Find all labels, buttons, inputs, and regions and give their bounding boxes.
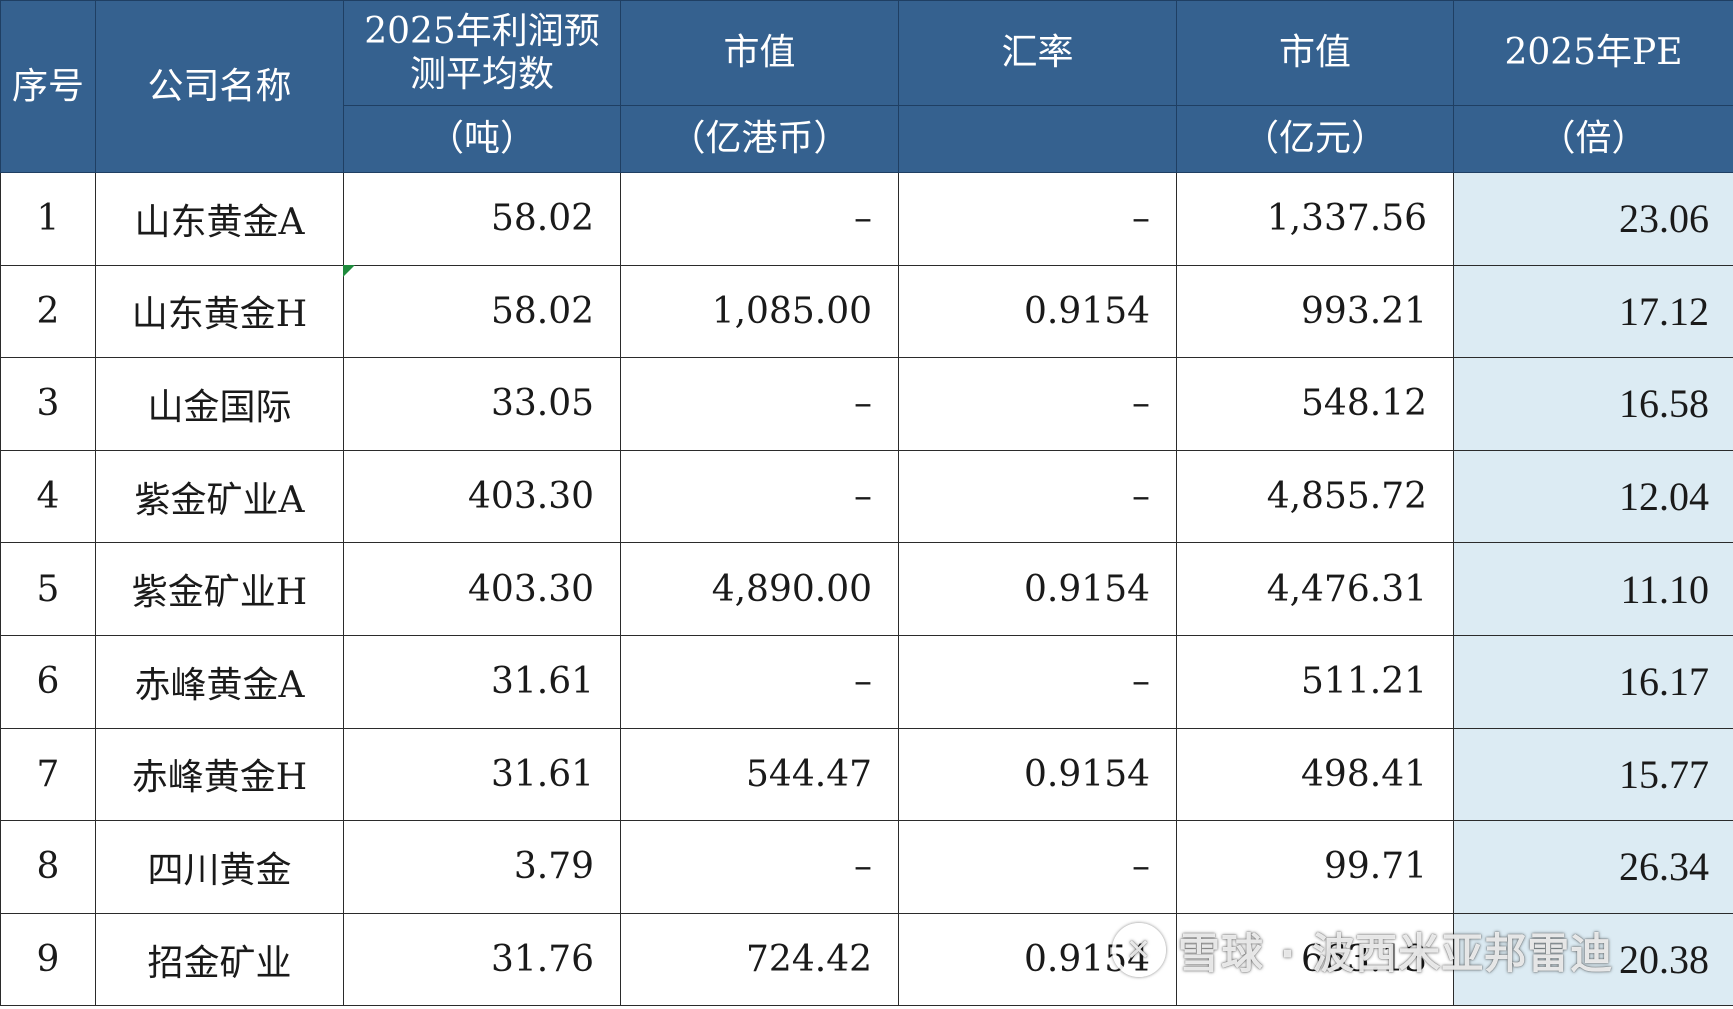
cell-profit: 31.61 [343, 634, 621, 729]
cell-pe: 26.34 [1453, 820, 1733, 914]
cell-fx: – [898, 357, 1177, 451]
header-pe-unit: （倍） [1453, 105, 1733, 173]
cell-mcap-hkd: – [620, 820, 899, 914]
header-seq: 序号 [0, 0, 96, 173]
cell-fx: – [898, 820, 1177, 914]
header-mcap-hkd-unit: （亿港币） [620, 105, 899, 173]
cell-company: 山东黄金H [95, 264, 344, 359]
cell-company: 山金国际 [95, 357, 344, 451]
cell-company: 紫金矿业A [95, 449, 344, 544]
cell-seq: 7 [0, 727, 96, 822]
header-row-1: 序号 公司名称 2025年利润预测平均数 市值 汇率 市值 2025年PE [0, 0, 1733, 173]
cell-mcap-hkd: – [620, 634, 899, 729]
watermark-text: 雪球 · 波西米亚邦雷迪 [1178, 928, 1614, 978]
cell-mcap-hkd: 544.47 [620, 727, 899, 822]
header-profit-unit: （吨） [343, 105, 621, 173]
cell-mcap-hkd: – [620, 449, 899, 544]
cell-mcap-cny: 548.12 [1176, 357, 1454, 451]
cell-profit: 31.61 [343, 727, 621, 822]
cell-mcap-cny: 99.71 [1176, 820, 1454, 914]
cell-fx: – [898, 634, 1177, 729]
header-row-2: （吨） （亿港币） （亿元） （倍） [1, 105, 1733, 173]
cell-mcap-hkd: 724.42 [620, 912, 899, 1007]
table-row: 1 山东黄金A 58.02 – – 1,337.56 23.06 [0, 172, 1733, 266]
cell-fx: 0.9154 [898, 727, 1177, 822]
cell-profit: 58.02 [343, 264, 621, 359]
header-profit: 2025年利润预测平均数 [343, 0, 621, 106]
cell-profit: 33.05 [343, 357, 621, 451]
xueqiu-logo-icon: ✕ [1112, 923, 1166, 977]
cell-seq: 8 [0, 820, 96, 914]
header-mcap-cny-unit: （亿元） [1176, 105, 1454, 173]
cell-profit: 58.02 [343, 172, 621, 266]
table-row: 2 山东黄金H 58.02 1,085.00 0.9154 993.21 17.… [0, 264, 1733, 359]
header-mcap-hkd: 市值 [620, 0, 899, 106]
cell-pe: 20.38 [1453, 912, 1733, 1007]
header-fx: 汇率 [898, 0, 1177, 106]
cell-company: 招金矿业 [95, 912, 344, 1007]
cell-company: 赤峰黄金H [95, 727, 344, 822]
header-company: 公司名称 [95, 0, 344, 173]
cell-mcap-hkd: 1,085.00 [620, 264, 899, 359]
cell-mcap-hkd: 4,890.00 [620, 542, 899, 636]
cell-company: 赤峰黄金A [95, 634, 344, 729]
cell-mcap-hkd: – [620, 172, 899, 266]
header-fx-unit [898, 105, 1177, 173]
cell-fx: – [898, 172, 1177, 266]
cell-profit: 31.76 [343, 912, 621, 1007]
cell-company: 山东黄金A [95, 172, 344, 266]
cell-seq: 1 [0, 172, 96, 266]
cell-profit: 403.30 [343, 542, 621, 636]
cell-profit: 3.79 [343, 820, 621, 914]
cell-seq: 3 [0, 357, 96, 451]
cell-pe: 23.06 [1453, 172, 1733, 266]
cell-mcap-cny: 663.13 [1176, 912, 1454, 1007]
cell-mcap-cny: 1,337.56 [1176, 172, 1454, 266]
cell-pe: 16.17 [1453, 634, 1733, 729]
cell-seq: 4 [0, 449, 96, 544]
cell-pe: 17.12 [1453, 264, 1733, 359]
cell-mcap-cny: 4,476.31 [1176, 542, 1454, 636]
table-row: 7 赤峰黄金H 31.61 544.47 0.9154 498.41 15.77 [0, 727, 1733, 822]
cell-fx: 0.9154 [898, 264, 1177, 359]
table-row: 4 紫金矿业A 403.30 – – 4,855.72 12.04 [0, 449, 1733, 544]
cell-pe: 15.77 [1453, 727, 1733, 822]
cell-mcap-cny: 498.41 [1176, 727, 1454, 822]
header-pe: 2025年PE [1453, 0, 1733, 106]
table-body: 1 山东黄金A 58.02 – – 1,337.56 23.06 2 山东黄金H… [0, 172, 1733, 1007]
watermark: ✕ 雪球 · 波西米亚邦雷迪 [1112, 918, 1613, 982]
cell-seq: 6 [0, 634, 96, 729]
cell-company: 四川黄金 [95, 820, 344, 914]
table-row: 6 赤峰黄金A 31.61 – – 511.21 16.17 [0, 634, 1733, 729]
cell-fx: – [898, 449, 1177, 544]
cell-fx: 0.9154 [898, 542, 1177, 636]
cell-seq: 9 [0, 912, 96, 1007]
cell-pe: 12.04 [1453, 449, 1733, 544]
cell-pe: 11.10 [1453, 542, 1733, 636]
cell-seq: 5 [0, 542, 96, 636]
cell-pe: 16.58 [1453, 357, 1733, 451]
cell-seq: 2 [0, 264, 96, 359]
table-row: 5 紫金矿业H 403.30 4,890.00 0.9154 4,476.31 … [0, 542, 1733, 636]
cell-mcap-cny: 511.21 [1176, 634, 1454, 729]
cell-company: 紫金矿业H [95, 542, 344, 636]
cell-profit: 403.30 [343, 449, 621, 544]
cell-mcap-hkd: – [620, 357, 899, 451]
header-mcap-cny: 市值 [1176, 0, 1454, 106]
cell-mcap-cny: 4,855.72 [1176, 449, 1454, 544]
table-row: 3 山金国际 33.05 – – 548.12 16.58 [0, 357, 1733, 451]
cell-comment-marker [343, 265, 355, 277]
cell-mcap-cny: 993.21 [1176, 264, 1454, 359]
table-row: 8 四川黄金 3.79 – – 99.71 26.34 [0, 820, 1733, 914]
